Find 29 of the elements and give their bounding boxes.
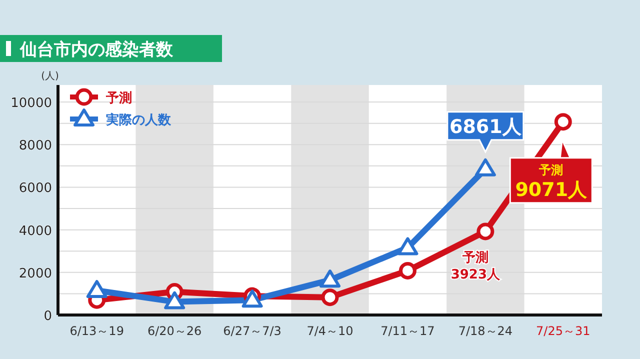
x-tick-label: 6/20～26 xyxy=(147,324,202,338)
y-tick-label: 6000 xyxy=(18,181,52,196)
point xyxy=(86,280,108,298)
point xyxy=(398,262,416,280)
y-tick-label: 0 xyxy=(44,309,52,324)
data-label: 予測 3923人 xyxy=(450,250,502,282)
y-tick-label: 10000 xyxy=(10,96,52,112)
legend-label: 予測 xyxy=(105,91,132,106)
x-tick-label: 6/13～19 xyxy=(70,324,124,338)
point xyxy=(321,288,339,306)
x-tick-label: 7/11～17 xyxy=(380,324,435,338)
point xyxy=(320,270,340,288)
point xyxy=(554,113,572,131)
x-tick-label: 6/27～7/3 xyxy=(223,324,282,338)
y-tick-label: 2000 xyxy=(18,266,52,282)
y-tick-label: 8000 xyxy=(18,138,52,154)
data-label: 予測 9071人 xyxy=(515,162,588,201)
point xyxy=(164,291,186,310)
x-tick-label: 7/4～10 xyxy=(306,324,354,338)
x-tick-label: 7/25～31 xyxy=(536,324,590,338)
legend-label: 実際の人数 xyxy=(105,112,172,128)
point xyxy=(242,290,263,308)
point xyxy=(397,237,418,256)
y-axis-title: (人) xyxy=(41,71,59,82)
chart-title: 仙台市内の感染者数 xyxy=(19,40,174,60)
data-label: 6861人 xyxy=(449,116,522,138)
point xyxy=(476,222,494,240)
x-tick-label: 7/18～24 xyxy=(458,324,513,338)
y-tick-label: 4000 xyxy=(18,224,52,239)
